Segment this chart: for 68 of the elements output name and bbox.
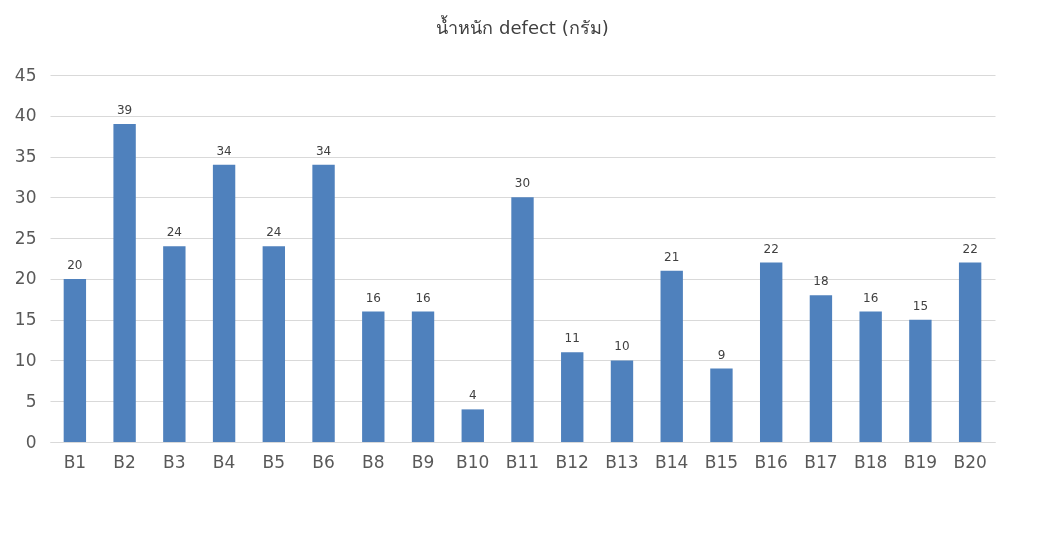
data-label: 4 [468, 388, 477, 403]
data-label: 20 [67, 257, 83, 272]
x-tick-label: B1 [63, 451, 87, 472]
data-label: 16 [365, 290, 381, 305]
bar [561, 352, 584, 442]
bar [958, 262, 982, 442]
data-label: 18 [813, 274, 829, 289]
bar [710, 368, 733, 442]
x-tick-label: B19 [903, 451, 938, 472]
y-tick-label: 15 [14, 309, 37, 330]
bar [610, 360, 634, 442]
bar [411, 311, 435, 442]
bar [212, 164, 236, 442]
data-label: 11 [564, 331, 580, 346]
x-tick-label: B5 [262, 451, 286, 472]
data-label: 24 [266, 225, 282, 240]
x-tick-label: B13 [605, 451, 639, 472]
chart-title: น้ำหนัก defect (กรัม) [436, 15, 609, 38]
x-tick-label: B8 [362, 451, 385, 472]
y-tick-label: 0 [25, 431, 37, 452]
bar [312, 164, 335, 442]
x-tick-label: B16 [754, 451, 788, 472]
x-tick-label: B3 [163, 451, 186, 472]
data-label: 21 [664, 249, 680, 264]
y-tick-label: 30 [14, 186, 37, 207]
data-label: 24 [166, 225, 182, 240]
x-tick-label: B4 [212, 451, 236, 472]
bar [660, 270, 683, 442]
x-tick-label: B17 [804, 451, 838, 472]
bar [859, 311, 882, 442]
y-tick-label: 10 [14, 349, 37, 370]
y-tick-label: 40 [14, 105, 37, 126]
y-tick-label: 35 [14, 146, 37, 167]
bar [909, 319, 932, 442]
x-tick-label: B15 [704, 451, 739, 472]
x-tick-label: B11 [505, 451, 540, 472]
data-label: 39 [116, 102, 133, 117]
data-label: 15 [912, 298, 929, 313]
bar [113, 123, 136, 442]
y-tick-label: 5 [25, 390, 37, 411]
data-label: 10 [614, 339, 630, 354]
data-label: 22 [763, 241, 779, 256]
y-tick-label: 45 [14, 64, 37, 85]
bar [759, 262, 783, 442]
x-tick-label: B20 [953, 451, 987, 472]
bar [63, 278, 87, 442]
x-tick-label: B12 [555, 451, 589, 472]
data-label: 16 [863, 290, 879, 305]
data-label: 22 [962, 241, 978, 256]
bar [362, 311, 385, 442]
data-label: 30 [514, 176, 531, 191]
data-label: 16 [415, 290, 431, 305]
bar [262, 246, 286, 442]
x-tick-label: B9 [411, 451, 435, 472]
data-label: 34 [216, 143, 232, 158]
x-tick-label: B18 [854, 451, 888, 472]
data-label: 34 [315, 143, 332, 158]
y-tick-label: 20 [14, 268, 37, 289]
data-label: 9 [717, 347, 726, 362]
bar [511, 197, 534, 442]
x-tick-label: B6 [312, 451, 335, 472]
bar [461, 409, 484, 442]
bar [809, 295, 833, 442]
y-tick-label: 25 [14, 227, 37, 248]
bar [163, 246, 186, 442]
x-tick-label: B10 [456, 451, 490, 472]
x-tick-label: B2 [113, 451, 136, 472]
x-tick-label: B14 [655, 451, 689, 472]
